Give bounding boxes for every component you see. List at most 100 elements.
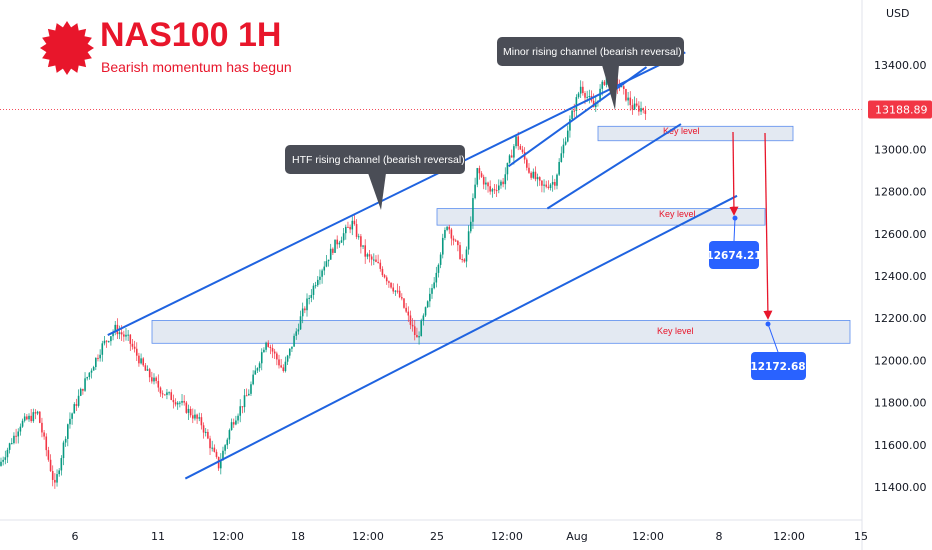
candle-body (107, 341, 110, 343)
candle-body (211, 447, 213, 449)
candle-body (579, 86, 582, 94)
key-level-zone-3[interactable] (151, 320, 851, 344)
candle-body (232, 422, 235, 425)
candle-body (202, 425, 205, 433)
callout-htf-channel[interactable]: HTF rising channel (bearish reversal) (285, 145, 465, 210)
candle-body (538, 177, 541, 181)
candle-body (157, 381, 160, 388)
x-tick-label: 25 (430, 530, 444, 543)
candle-body (472, 198, 474, 222)
candle-body (95, 357, 97, 368)
candle-body (390, 282, 392, 288)
candle-body (168, 392, 170, 394)
candle-body (299, 316, 302, 330)
candle-body (426, 301, 429, 308)
y-tick-label: 13400.00 (874, 59, 927, 72)
y-tick-label: 12000.00 (874, 354, 927, 367)
candle-body (517, 136, 519, 147)
target-2-label: 12172.68 (750, 361, 805, 373)
key-level-zone-1[interactable] (597, 125, 794, 142)
candle-body (62, 442, 65, 459)
candle-body (86, 377, 88, 379)
candle-body (217, 456, 220, 469)
candle-body (43, 432, 45, 437)
candle-body (47, 450, 50, 460)
candle-body (280, 365, 282, 368)
candle-body (135, 348, 138, 356)
candle-body (411, 324, 414, 327)
key-level-zone-2[interactable] (436, 208, 766, 226)
candles (0, 70, 647, 489)
candle-body (273, 351, 276, 354)
candle-body (101, 343, 104, 355)
candle-body (536, 177, 539, 180)
candle-body (288, 348, 291, 356)
candle-body (502, 181, 504, 185)
target-2-connector (767, 323, 779, 353)
candle-body (13, 435, 15, 444)
candle-body (625, 88, 627, 101)
candle-body (340, 240, 343, 243)
candle-body (54, 479, 56, 483)
candle-body (450, 229, 453, 239)
price-scale[interactable]: USD 11400.00 11600.00 11800.00 12000.00 1220… (861, 0, 932, 550)
candle-body (133, 346, 136, 349)
trendline-1[interactable] (107, 51, 686, 336)
candle-body (334, 239, 336, 253)
candle-body (123, 334, 125, 337)
candle-body (316, 279, 319, 286)
candle-body (142, 358, 145, 366)
candle-body (185, 402, 188, 413)
x-tick-label: 12:00 (491, 530, 523, 543)
candle-body (446, 226, 448, 230)
candle-body (129, 334, 132, 344)
candle-body (181, 401, 183, 403)
candle-body (148, 369, 151, 378)
candle-body (306, 298, 308, 311)
candle-body (226, 439, 229, 446)
callout-minor-channel[interactable]: Minor rising channel (bearish reversal) (497, 37, 684, 110)
candle-body (293, 335, 295, 347)
candle-body (67, 424, 69, 439)
candle-body (534, 171, 537, 180)
candle-body (452, 238, 455, 241)
candle-body (338, 242, 341, 245)
candle-body (396, 290, 399, 292)
target-1[interactable]: 12674.21 (706, 215, 762, 269)
candle-body (409, 315, 412, 325)
trendline-3[interactable] (507, 66, 648, 168)
time-scale[interactable]: 6 11 12:00 18 12:00 25 12:00 Aug 12:00 8 12:00 15 (0, 519, 868, 543)
target-2[interactable]: 12172.68 (750, 321, 806, 380)
candle-body (304, 308, 306, 311)
candle-body (642, 108, 644, 111)
candle-body (10, 443, 13, 445)
candle-body (465, 249, 468, 262)
callout-htf-channel-text: HTF rising channel (bearish reversal) (292, 154, 465, 166)
candle-body (373, 259, 375, 261)
y-tick-label: 11400.00 (874, 481, 927, 494)
candle-body (547, 186, 550, 189)
candle-body (329, 248, 332, 260)
candle-body (620, 86, 623, 88)
chart-subtitle: Bearish momentum has begun (101, 59, 292, 75)
candle-body (207, 431, 209, 439)
candle-body (551, 181, 554, 185)
trendline-4[interactable] (546, 123, 682, 210)
candle-body (549, 184, 552, 189)
y-tick-labels: 11400.00 11600.00 11800.00 12000.00 12200.00… (874, 59, 927, 494)
candle-body (90, 370, 93, 373)
candle-body (176, 402, 179, 405)
candle-body (15, 435, 17, 437)
candle-body (577, 93, 580, 98)
x-tick-label: 12:00 (352, 530, 384, 543)
last-price-label: 13188.89 (875, 104, 928, 117)
candle-body (110, 336, 112, 342)
candle-body (239, 406, 242, 416)
candle-body (260, 352, 263, 364)
candle-body (174, 402, 177, 405)
candle-body (394, 290, 397, 292)
candle-body (560, 153, 563, 162)
trendline-2[interactable] (184, 194, 738, 480)
candle-body (41, 422, 43, 433)
currency-label: USD (886, 7, 910, 20)
